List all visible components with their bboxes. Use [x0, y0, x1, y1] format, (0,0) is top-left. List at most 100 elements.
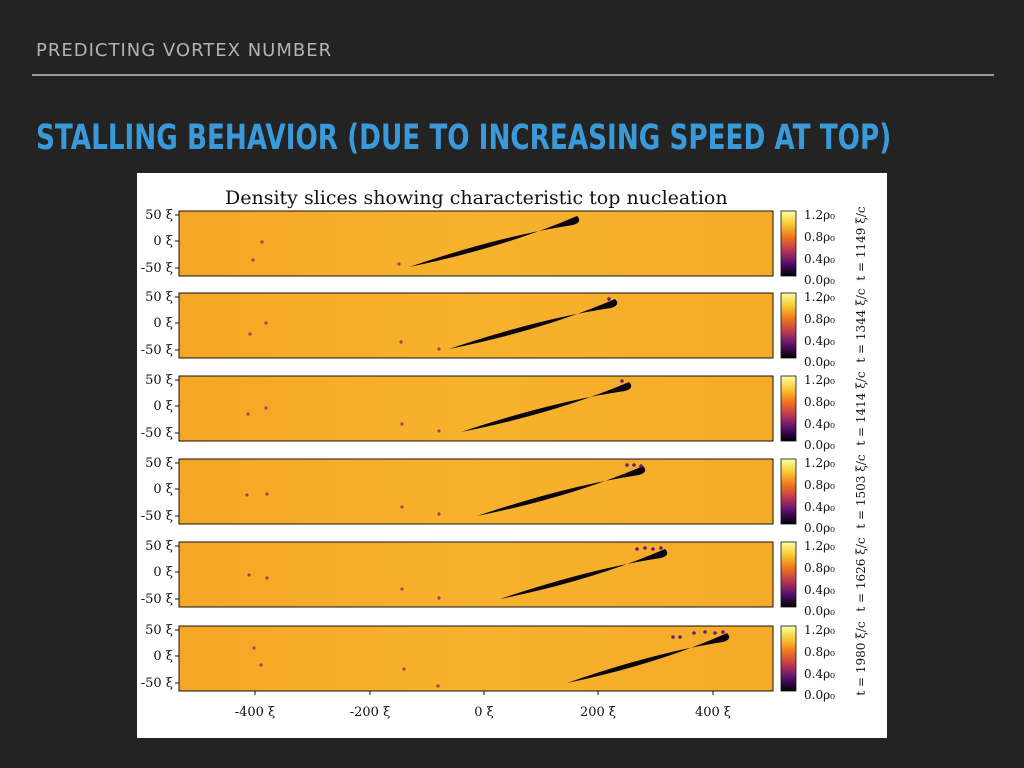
time-label: t = 1149 ξ/c: [854, 206, 868, 281]
vortex-dot: [251, 258, 255, 262]
density-panel: 50 ξ 0 ξ -50 ξ 1.2ρ₀ 0.8ρ₀ 0.4ρ₀ 0.0ρ₀ t = 1503…: [141, 454, 868, 535]
colorbar-label: 0.4ρ₀: [804, 500, 835, 514]
density-panel: 50 ξ 0 ξ -50 ξ 1.2ρ₀ 0.8ρ₀ 0.4ρ₀ 0.0ρ₀ t = 1149…: [141, 206, 868, 287]
vortex-dot: [264, 406, 268, 410]
airfoil: [567, 633, 730, 683]
y-tick-label: -50 ξ: [141, 426, 173, 441]
time-label: t = 1414 ξ/c: [854, 371, 868, 446]
x-tick-label: -400 ξ: [235, 705, 276, 720]
density-field: [178, 458, 774, 525]
y-tick-label: 50 ξ: [145, 456, 173, 471]
airfoil: [477, 466, 646, 516]
figure-title: Density slices showing characteristic to…: [225, 187, 728, 209]
y-tick-label: -50 ξ: [141, 343, 173, 358]
colorbar-label: 0.0ρ₀: [804, 688, 835, 702]
density-field: [178, 375, 774, 442]
vortex-dot: [436, 684, 440, 688]
vortex-dot: [399, 340, 403, 344]
y-tick-label: -50 ξ: [141, 592, 173, 607]
airfoil: [461, 382, 632, 432]
density-slices-figure: Density slices showing characteristic to…: [137, 173, 887, 738]
colorbar-label: 0.0ρ₀: [804, 521, 835, 535]
top-nucleated-vortex: [651, 547, 655, 551]
top-nucleated-vortex: [721, 630, 725, 634]
x-tick-label: 400 ξ: [695, 705, 731, 720]
colorbar-label: 0.8ρ₀: [804, 645, 835, 659]
y-tick-label: -50 ξ: [141, 509, 173, 524]
colorbar-label: 1.2ρ₀: [804, 623, 835, 637]
colorbar-label: 1.2ρ₀: [804, 208, 835, 222]
density-field: [178, 210, 774, 277]
colorbar-label: 1.2ρ₀: [804, 539, 835, 553]
vortex-dot: [402, 667, 406, 671]
vortex-dot: [437, 429, 441, 433]
y-tick-label: 50 ξ: [145, 290, 173, 305]
colorbar: [780, 625, 797, 692]
vortex-dot: [264, 321, 268, 325]
y-tick-label: 0 ξ: [153, 316, 173, 331]
time-label: t = 1344 ξ/c: [854, 288, 868, 363]
vortex-dot: [397, 262, 401, 266]
density-panel: 50 ξ 0 ξ -50 ξ 1.2ρ₀ 0.8ρ₀ 0.4ρ₀ 0.0ρ₀ t = 1626…: [141, 537, 868, 618]
vortex-dot: [245, 493, 249, 497]
vortex-dot: [400, 422, 404, 426]
time-label: t = 1980 ξ/c: [854, 621, 868, 696]
airfoil: [500, 549, 668, 599]
colorbar-label: 0.4ρ₀: [804, 334, 835, 348]
density-panel: 50 ξ 0 ξ -50 ξ 1.2ρ₀ 0.8ρ₀ 0.4ρ₀ 0.0ρ₀ t = 1414…: [141, 371, 868, 452]
vortex-dot: [265, 576, 269, 580]
vortex-dot: [248, 332, 252, 336]
colorbar-label: 0.4ρ₀: [804, 583, 835, 597]
top-nucleated-vortex: [678, 635, 682, 639]
colorbar-label: 0.8ρ₀: [804, 312, 835, 326]
y-tick-label: -50 ξ: [141, 261, 173, 276]
top-nucleated-vortex: [639, 464, 643, 468]
density-field: [178, 541, 774, 608]
vortex-dot: [265, 492, 269, 496]
colorbar-label: 0.8ρ₀: [804, 561, 835, 575]
top-nucleated-vortex: [671, 635, 675, 639]
y-tick-label: 0 ξ: [153, 234, 173, 249]
colorbar-label: 0.4ρ₀: [804, 667, 835, 681]
density-panel: 50 ξ 0 ξ -50 ξ 1.2ρ₀ 0.8ρ₀ 0.4ρ₀ 0.0ρ₀ t = 1344…: [141, 288, 868, 369]
colorbar-label: 1.2ρ₀: [804, 290, 835, 304]
time-label: t = 1626 ξ/c: [854, 537, 868, 612]
y-tick-label: 50 ξ: [145, 623, 173, 638]
y-tick-label: 50 ξ: [145, 539, 173, 554]
header-divider: [32, 74, 994, 76]
colorbar-label: 0.4ρ₀: [804, 417, 835, 431]
slide-title: STALLING BEHAVIOR (DUE TO INCREASING SPE…: [36, 118, 892, 158]
x-tick-label: 0 ξ: [474, 705, 494, 720]
y-tick-label: 0 ξ: [153, 649, 173, 664]
top-nucleated-vortex: [643, 546, 647, 550]
airfoil: [409, 216, 580, 267]
vortex-dot: [260, 240, 264, 244]
colorbar-label: 0.8ρ₀: [804, 478, 835, 492]
colorbar-label: 0.8ρ₀: [804, 230, 835, 244]
top-nucleated-vortex: [625, 463, 629, 467]
y-tick-label: -50 ξ: [141, 676, 173, 691]
airfoil: [449, 299, 618, 349]
y-tick-label: 0 ξ: [153, 482, 173, 497]
vortex-dot: [252, 646, 256, 650]
colorbar-label: 0.0ρ₀: [804, 355, 835, 369]
density-field: [178, 625, 774, 692]
section-label: PREDICTING VORTEX NUMBER: [36, 40, 333, 61]
vortex-dot: [247, 573, 251, 577]
vortex-dot: [437, 347, 441, 351]
density-panel: 50 ξ 0 ξ -50 ξ 1.2ρ₀ 0.8ρ₀ 0.4ρ₀ 0.0ρ₀ t = 1980…: [141, 621, 868, 702]
time-label: t = 1503 ξ/c: [854, 454, 868, 529]
colorbar: [780, 210, 797, 277]
y-tick-label: 50 ξ: [145, 208, 173, 223]
y-tick-label: 0 ξ: [153, 565, 173, 580]
colorbar: [780, 458, 797, 525]
top-nucleated-vortex: [635, 547, 639, 551]
x-tick-label: 200 ξ: [580, 705, 616, 720]
colorbar-label: 0.0ρ₀: [804, 273, 835, 287]
top-nucleated-vortex: [607, 297, 611, 301]
colorbar-label: 0.0ρ₀: [804, 604, 835, 618]
colorbar: [780, 292, 797, 359]
figure-canvas: Density slices showing characteristic to…: [141, 187, 868, 720]
colorbar-label: 1.2ρ₀: [804, 373, 835, 387]
colorbar-label: 0.0ρ₀: [804, 438, 835, 452]
